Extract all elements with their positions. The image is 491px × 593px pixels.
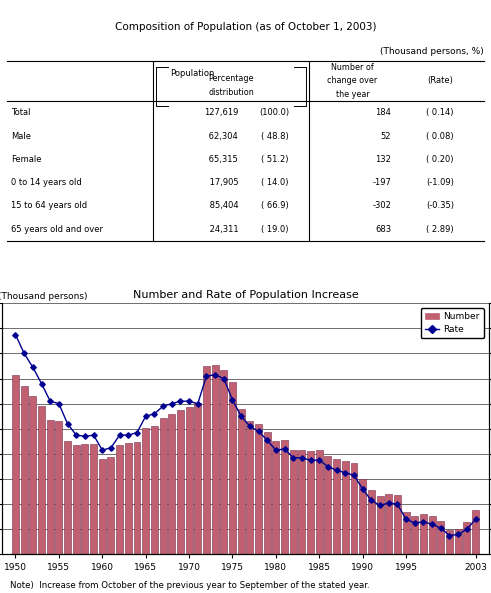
- Text: 127,619: 127,619: [204, 109, 238, 117]
- Text: (Rate): (Rate): [427, 76, 453, 85]
- Text: ( 0.20): ( 0.20): [426, 155, 454, 164]
- Bar: [134, 442, 140, 554]
- Text: distribution: distribution: [208, 88, 254, 97]
- Text: ( 0.14): ( 0.14): [426, 109, 454, 117]
- Bar: [64, 441, 71, 554]
- Text: Composition of Population (as of October 1, 2003): Composition of Population (as of October…: [115, 22, 376, 31]
- Bar: [38, 406, 45, 554]
- Bar: [403, 512, 409, 554]
- Text: ( 66.9): ( 66.9): [261, 202, 289, 211]
- Text: 17,905: 17,905: [207, 178, 238, 187]
- Bar: [273, 441, 279, 554]
- Bar: [142, 428, 149, 554]
- Bar: [333, 459, 340, 554]
- Bar: [307, 451, 314, 554]
- Text: 24,311: 24,311: [207, 225, 238, 234]
- Text: Male: Male: [11, 132, 31, 141]
- Bar: [21, 386, 27, 554]
- Bar: [108, 457, 114, 554]
- Bar: [29, 396, 36, 554]
- Text: 132: 132: [376, 155, 391, 164]
- Bar: [255, 424, 262, 554]
- Bar: [325, 457, 331, 554]
- Bar: [299, 449, 305, 554]
- Text: Percentage: Percentage: [208, 74, 254, 83]
- Bar: [238, 409, 245, 554]
- Bar: [168, 415, 175, 554]
- Text: change over: change over: [327, 76, 378, 85]
- Bar: [377, 496, 383, 554]
- Bar: [82, 444, 88, 554]
- Bar: [177, 410, 184, 554]
- Text: 52: 52: [381, 132, 391, 141]
- Text: 65 years old and over: 65 years old and over: [11, 225, 103, 234]
- Bar: [99, 459, 106, 554]
- Text: -197: -197: [373, 178, 391, 187]
- Bar: [316, 449, 323, 554]
- Bar: [151, 426, 158, 554]
- Text: ( 2.89): ( 2.89): [426, 225, 454, 234]
- Text: 15 to 64 years old: 15 to 64 years old: [11, 202, 87, 211]
- Bar: [12, 375, 19, 554]
- Bar: [160, 417, 166, 554]
- Bar: [351, 463, 357, 554]
- Bar: [429, 516, 436, 554]
- Bar: [220, 370, 227, 554]
- Bar: [116, 445, 123, 554]
- Text: (-0.35): (-0.35): [426, 202, 454, 211]
- Bar: [246, 420, 253, 554]
- Text: Population: Population: [170, 69, 214, 78]
- Text: Total: Total: [11, 109, 31, 117]
- Text: (-1.09): (-1.09): [426, 178, 454, 187]
- Text: Number of: Number of: [331, 63, 374, 72]
- Bar: [212, 365, 218, 554]
- Text: (Thousand persons): (Thousand persons): [0, 292, 87, 301]
- Bar: [194, 403, 201, 554]
- Text: -302: -302: [373, 202, 391, 211]
- Bar: [186, 407, 192, 554]
- Bar: [203, 366, 210, 554]
- Bar: [125, 444, 132, 554]
- Legend: Number, Rate: Number, Rate: [421, 308, 484, 339]
- Bar: [264, 432, 271, 554]
- Text: ( 51.2): ( 51.2): [261, 155, 288, 164]
- Text: ( 48.8): ( 48.8): [261, 132, 289, 141]
- Bar: [437, 521, 444, 554]
- Text: Female: Female: [11, 155, 42, 164]
- Text: ( 14.0): ( 14.0): [261, 178, 288, 187]
- Bar: [446, 530, 453, 554]
- Bar: [90, 444, 97, 554]
- Text: ( 19.0): ( 19.0): [261, 225, 288, 234]
- Bar: [342, 461, 349, 554]
- Bar: [464, 522, 470, 554]
- Text: ( 0.08): ( 0.08): [426, 132, 454, 141]
- Bar: [394, 495, 401, 554]
- Text: (Thousand persons, %): (Thousand persons, %): [380, 47, 484, 56]
- Text: the year: the year: [335, 90, 369, 99]
- Title: Number and Rate of Population Increase: Number and Rate of Population Increase: [133, 289, 358, 299]
- Bar: [359, 479, 366, 554]
- Bar: [385, 493, 392, 554]
- Bar: [281, 440, 288, 554]
- Bar: [368, 490, 375, 554]
- Text: 184: 184: [376, 109, 391, 117]
- Text: 85,404: 85,404: [207, 202, 238, 211]
- Bar: [411, 515, 418, 554]
- Text: 0 to 14 years old: 0 to 14 years old: [11, 178, 82, 187]
- Bar: [290, 450, 297, 554]
- Text: 62,304: 62,304: [206, 132, 238, 141]
- Bar: [73, 445, 80, 554]
- Bar: [455, 529, 462, 554]
- Bar: [472, 510, 479, 554]
- Text: Note)  Increase from October of the previous year to September of the stated yea: Note) Increase from October of the previ…: [10, 581, 369, 590]
- Bar: [420, 514, 427, 554]
- Bar: [55, 421, 62, 554]
- Bar: [47, 420, 54, 554]
- Text: 65,315: 65,315: [206, 155, 238, 164]
- Text: 683: 683: [375, 225, 391, 234]
- Bar: [229, 382, 236, 554]
- Text: (100.0): (100.0): [260, 109, 290, 117]
